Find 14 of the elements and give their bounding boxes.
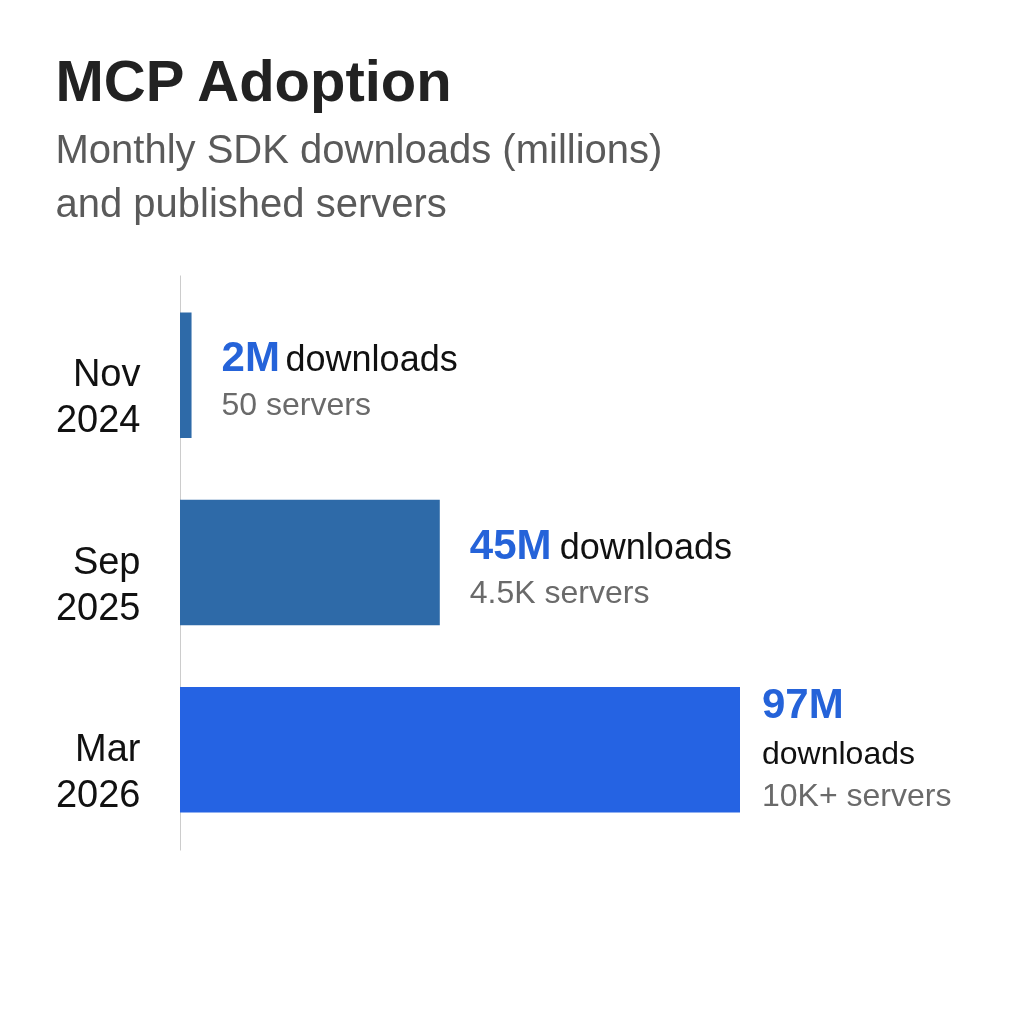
text: 10K+ servers (762, 776, 952, 813)
y-tick-label: Nov 2024 (55, 352, 141, 441)
data-label: 45M (469, 520, 552, 568)
y-tick-label: Sep 2025 (55, 539, 141, 628)
y-tick-label: Mar 2026 (55, 726, 141, 815)
data-label: 97M (762, 679, 844, 727)
annotation: 4.5K servers (469, 573, 650, 610)
text: downloads (762, 734, 915, 771)
chart-title: MCP Adoption (55, 48, 452, 113)
chart-subtitle: Monthly SDK downloads (millions) and published servers (55, 127, 663, 225)
data-label: 2M (221, 333, 280, 381)
annotation: 50 servers (221, 386, 371, 423)
annotation: downloads (285, 338, 458, 380)
annotation: downloads (559, 525, 732, 567)
